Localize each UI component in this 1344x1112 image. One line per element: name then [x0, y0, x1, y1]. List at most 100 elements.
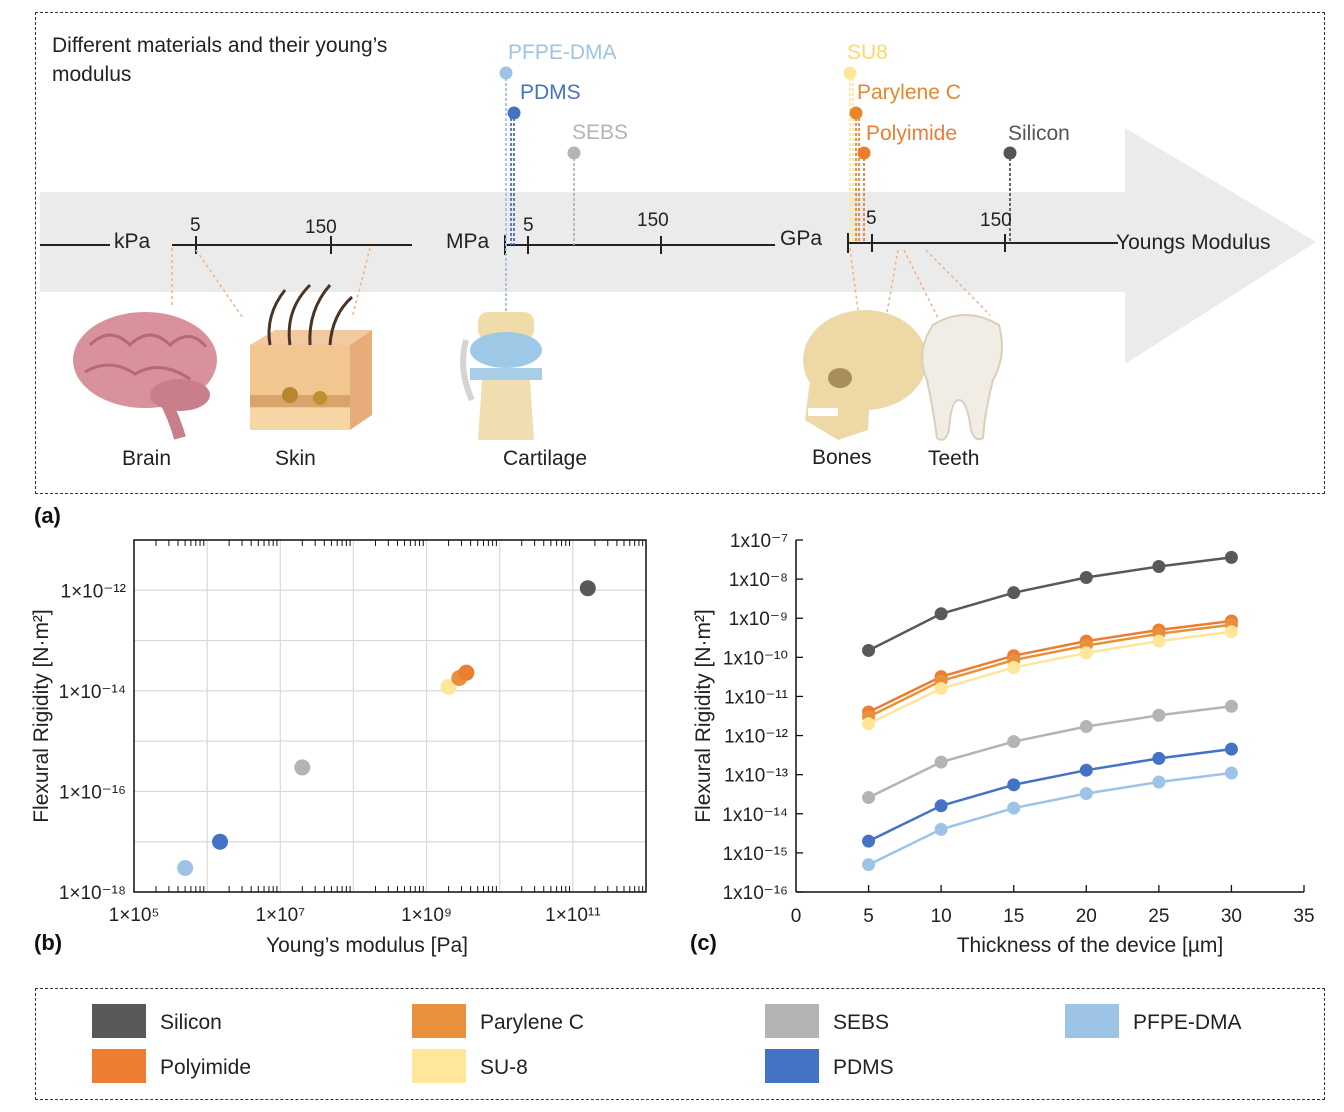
tick-label: 5	[866, 208, 877, 229]
x-tick-label: 0	[791, 906, 802, 927]
series-point	[1007, 778, 1021, 792]
unit-label-gpa: GPa	[780, 227, 822, 250]
data-point	[440, 678, 457, 695]
chart-c-series	[862, 550, 1238, 872]
series-point	[1079, 646, 1093, 660]
x-tick-label: 15	[1003, 906, 1024, 927]
chart-c-ticks: 0 5 10 15 20 25 30 35 1x10⁻⁷ 1x10⁻⁸ 1x10⁻⁹ 1x10⁻¹⁰ 1…	[722, 531, 1314, 927]
panel-b-tag: (b)	[34, 930, 63, 955]
series-point	[1152, 634, 1166, 648]
legend-swatch	[92, 1049, 146, 1083]
tissue-label-cartilage: Cartilage	[503, 447, 587, 470]
parylene-c-dot	[849, 106, 863, 120]
series-point	[934, 755, 948, 769]
series-point	[1224, 766, 1238, 780]
data-point	[294, 759, 311, 776]
series-point	[862, 834, 876, 848]
y-tick-label: 1x10⁻¹¹	[724, 687, 788, 708]
tissue-label-brain: Brain	[122, 447, 171, 470]
tick-label: 150	[637, 210, 669, 231]
chart-b-frame	[133, 539, 647, 893]
legend-swatch	[765, 1004, 819, 1038]
y-tick-label: 1x10⁻¹²	[724, 727, 788, 748]
label-pdms: PDMS	[520, 81, 581, 104]
series-point	[1224, 699, 1238, 713]
series-point	[1079, 570, 1093, 584]
series-point	[934, 607, 948, 621]
series-point	[1224, 550, 1238, 564]
pdms-dot	[507, 106, 521, 120]
material-stems	[505, 73, 1011, 348]
data-point	[212, 833, 229, 850]
chart-b-svg: 1×10⁵ 1×10⁷ 1×10⁹ 1×10¹¹ 1×10⁻¹² 1×10⁻¹⁴ 1×10⁻…	[30, 539, 647, 957]
y-tick-label: 1x10⁻⁷	[730, 531, 788, 552]
series-line	[868, 771, 1232, 866]
series-point	[862, 717, 876, 731]
series-point	[934, 822, 948, 836]
tick-label: 5	[523, 215, 534, 236]
legend: Silicon Parylene C SEBS PFPE-DMA Polyimide SU…	[92, 1004, 1242, 1083]
unit-label-mpa: MPa	[446, 230, 490, 253]
label-silicon: Silicon	[1008, 122, 1070, 145]
series-point	[1079, 763, 1093, 777]
silicon-dot	[1003, 146, 1017, 160]
legend-label: PFPE-DMA	[1133, 1011, 1242, 1034]
y-tick-label: 1x10⁻⁹	[729, 609, 788, 630]
label-parylene-c: Parylene C	[857, 81, 961, 104]
series-point	[1224, 742, 1238, 756]
cartilage-icon	[460, 312, 542, 440]
series-line	[868, 623, 1232, 719]
panel-a-frame	[35, 12, 1325, 494]
chart-b-ticks: 1×10⁵ 1×10⁷ 1×10⁹ 1×10¹¹ 1×10⁻¹² 1×10⁻¹⁴ 1×10⁻…	[59, 540, 644, 926]
y-tick-label: 1x10⁻¹³	[724, 766, 788, 787]
x-tick-label: 10	[931, 906, 952, 927]
skin-icon	[250, 283, 372, 430]
series-point	[1007, 801, 1021, 815]
series-line	[868, 747, 1232, 843]
tick-label: 150	[305, 217, 337, 238]
legend-label: SU-8	[480, 1056, 528, 1079]
y-tick-label: 1×10⁻¹⁴	[59, 682, 126, 703]
panel-a-tag: (a)	[34, 503, 61, 528]
tissue-label-bones: Bones	[812, 446, 872, 469]
x-tick-label: 20	[1076, 906, 1097, 927]
chart-c-xlabel: Thickness of the device [µm]	[957, 934, 1224, 957]
legend-label: PDMS	[833, 1056, 894, 1079]
tick-label: 5	[190, 215, 201, 236]
x-tick-label: 1×10⁹	[401, 905, 452, 926]
su8-dot	[843, 66, 857, 80]
x-tick-label: 35	[1293, 906, 1314, 927]
legend-label: SEBS	[833, 1011, 889, 1034]
legend-swatch	[1065, 1004, 1119, 1038]
pfpe-dma-dot	[499, 66, 513, 80]
legend-label: Polyimide	[160, 1056, 251, 1079]
chart-c-ylabel: Flexural Rigidity [N·m²]	[692, 609, 715, 823]
series-point	[1224, 625, 1238, 639]
series-line	[868, 705, 1232, 799]
label-sebs: SEBS	[572, 121, 628, 144]
panel-c-tag: (c)	[690, 930, 717, 955]
chart-b-points	[177, 580, 596, 877]
y-tick-label: 1x10⁻¹⁵	[723, 844, 788, 865]
chart-c-svg: 0 5 10 15 20 25 30 35 1x10⁻⁷ 1x10⁻⁸ 1x10⁻⁹ 1x10⁻¹⁰ 1…	[692, 531, 1315, 957]
series-line	[868, 619, 1232, 714]
teeth-icon	[921, 314, 1003, 441]
series-point	[1007, 735, 1021, 749]
tissue-connectors	[171, 247, 991, 319]
series-point	[1007, 586, 1021, 600]
label-su8: SU8	[847, 41, 888, 64]
y-tick-label: 1×10⁻¹⁶	[59, 782, 126, 803]
series-point	[934, 681, 948, 695]
tissue-label-teeth: Teeth	[928, 447, 979, 470]
sebs-dot	[567, 146, 581, 160]
x-tick-label: 1×10⁵	[109, 905, 160, 926]
chart-b-grid	[133, 539, 647, 893]
data-point	[458, 664, 475, 681]
panel-a-svg: Different materials and their young’s mo…	[40, 34, 1316, 470]
label-pfpe-dma: PFPE-DMA	[508, 41, 617, 64]
series-point	[1152, 708, 1166, 722]
modulus-axis-label: Youngs Modulus	[1116, 231, 1271, 254]
label-polyimide: Polyimide	[866, 122, 957, 145]
x-tick-label: 1×10⁷	[255, 905, 305, 926]
y-tick-label: 1x10⁻¹⁴	[722, 805, 788, 826]
